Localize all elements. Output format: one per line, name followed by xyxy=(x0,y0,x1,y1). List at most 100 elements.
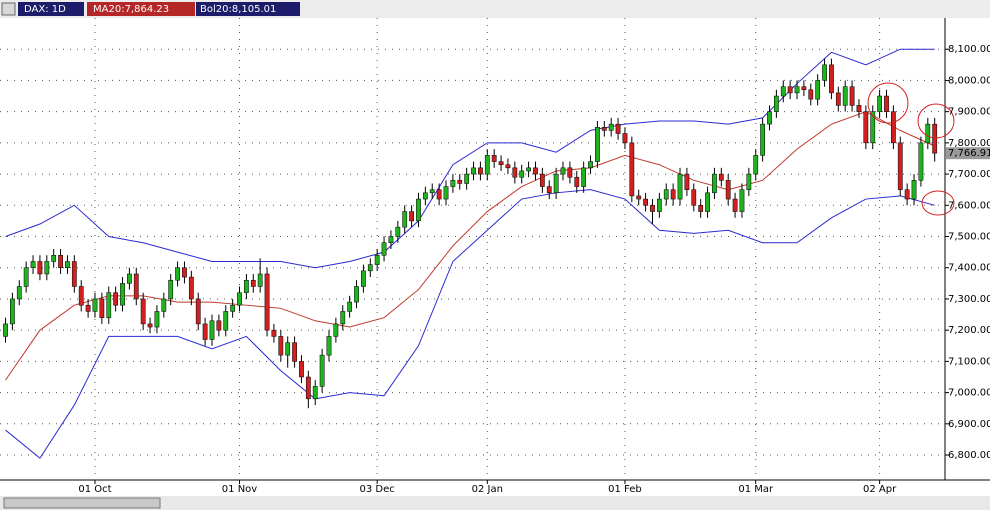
candle-body xyxy=(856,105,862,112)
highlight-circle xyxy=(917,103,955,139)
candle-body xyxy=(815,80,821,100)
candle-body xyxy=(395,226,401,237)
candle-body xyxy=(595,127,600,162)
candle-body xyxy=(539,173,545,187)
candle-body xyxy=(656,198,662,212)
candle-body xyxy=(601,127,607,131)
candle-body xyxy=(113,292,119,306)
x-tick-label: 02 Apr xyxy=(863,484,897,495)
bol-label: Bol20:8,105.01 xyxy=(200,4,276,15)
candle-body xyxy=(732,198,738,212)
candle-body xyxy=(422,192,428,200)
candle-body xyxy=(505,164,511,169)
candle-body xyxy=(237,292,242,306)
candle-body xyxy=(44,261,50,275)
candle-body xyxy=(842,86,848,106)
candle-body xyxy=(457,180,463,184)
candle-body xyxy=(71,261,77,287)
y-tick-label: 7,900.00 xyxy=(948,107,990,118)
last-price-box xyxy=(946,147,990,160)
candle-body xyxy=(326,336,332,356)
y-tick-label: 7,700.00 xyxy=(948,169,990,180)
candle-body xyxy=(78,286,84,306)
candle-body xyxy=(512,167,518,178)
candle-body xyxy=(725,180,731,200)
y-tick-label: 7,300.00 xyxy=(948,294,990,305)
candle-body xyxy=(285,342,291,356)
candle-body xyxy=(264,273,270,331)
candle-body xyxy=(182,267,187,278)
candle-body xyxy=(698,205,704,212)
candle-body xyxy=(780,86,786,97)
candle-body xyxy=(691,189,697,206)
candle-body xyxy=(801,86,807,91)
candle-body xyxy=(911,180,917,200)
candle-body xyxy=(677,173,683,200)
candle-body xyxy=(168,279,174,300)
candle-body xyxy=(918,142,924,181)
candle-body xyxy=(484,155,490,175)
indicator-line xyxy=(5,189,935,459)
y-tick-label: 7,400.00 xyxy=(948,263,990,274)
candle-body xyxy=(588,161,593,169)
candle-body xyxy=(767,111,772,125)
plot-area xyxy=(0,18,949,484)
candle-body xyxy=(37,261,43,275)
candle-body xyxy=(367,264,373,272)
scrollbar-track xyxy=(0,496,990,510)
candle-body xyxy=(388,236,394,244)
y-tick-label: 6,900.00 xyxy=(948,419,990,430)
candle-body xyxy=(140,298,146,325)
candle-body xyxy=(354,286,359,303)
candle-body xyxy=(884,95,889,112)
candle-body xyxy=(51,254,57,262)
candle-body xyxy=(416,198,421,222)
candle-body xyxy=(230,304,236,312)
candle-body xyxy=(491,155,497,162)
candle-body xyxy=(897,142,903,190)
candle-body xyxy=(381,242,387,256)
highlight-circle xyxy=(867,82,909,124)
candle-body xyxy=(450,180,456,187)
candle-body xyxy=(718,173,724,181)
candle-body xyxy=(870,111,876,144)
candle-body xyxy=(787,86,793,94)
candle-body xyxy=(643,198,648,206)
candle-body xyxy=(849,86,855,106)
candle-body xyxy=(650,205,655,212)
x-tick-label: 03 Dec xyxy=(360,484,395,495)
candle-body xyxy=(932,123,938,154)
candle-body xyxy=(471,167,476,175)
candle-body xyxy=(773,95,779,112)
y-tick-label: 8,100.00 xyxy=(948,44,990,55)
candle-body xyxy=(636,195,642,200)
candle-body xyxy=(739,189,745,212)
candle-body xyxy=(622,133,628,144)
candle-body xyxy=(147,323,153,328)
candle-body xyxy=(209,320,215,340)
candle-body xyxy=(3,323,8,337)
candle-body xyxy=(292,342,297,362)
y-tick-label: 7,000.00 xyxy=(948,388,990,399)
y-tick-label: 8,000.00 xyxy=(948,75,990,86)
candle-body xyxy=(663,189,669,200)
candle-body xyxy=(429,189,435,194)
candle-body xyxy=(10,298,15,325)
candle-body xyxy=(904,189,910,200)
indicator-line xyxy=(5,111,935,381)
menu-icon[interactable] xyxy=(1,2,16,16)
candle-body xyxy=(154,311,160,328)
last-price-label: 7,766.91 xyxy=(948,148,990,159)
scrollbar-thumb[interactable] xyxy=(3,497,161,509)
candle-body xyxy=(581,167,587,187)
candle-body xyxy=(567,167,573,178)
candle-body xyxy=(361,270,366,287)
x-tick-label: 01 Nov xyxy=(222,484,258,495)
candle-body xyxy=(560,167,566,175)
candle-body xyxy=(85,304,91,312)
candle-body xyxy=(58,254,63,268)
candle-body xyxy=(794,86,800,94)
y-tick-label: 7,200.00 xyxy=(948,325,990,336)
